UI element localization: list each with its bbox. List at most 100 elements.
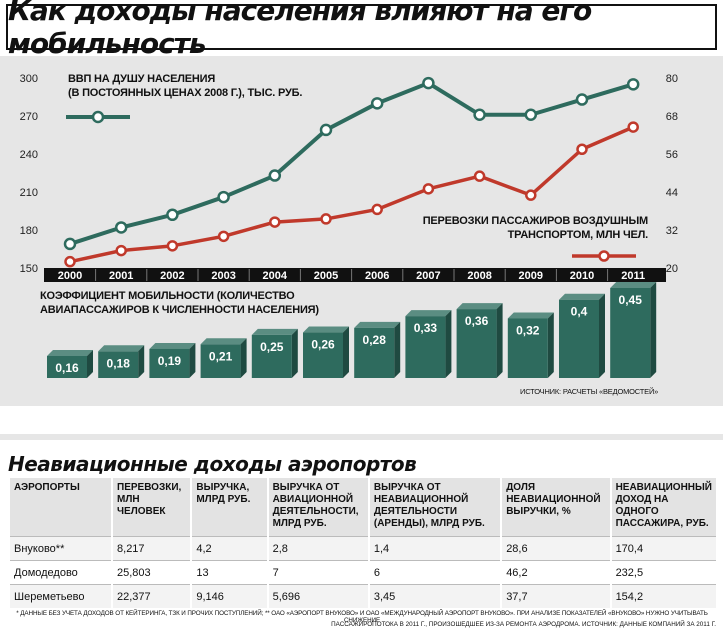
year-label: 2002 (160, 270, 184, 282)
year-label: 2011 (621, 270, 645, 282)
cell: 28,6 (500, 536, 611, 561)
mobility-bar-top (251, 328, 298, 335)
cell: 4,2 (190, 536, 268, 561)
mobility-bar-label: 0,33 (414, 321, 438, 335)
mobility-bar-label: 0,36 (465, 314, 489, 328)
gdp-point (319, 123, 333, 137)
passengers-point (269, 216, 281, 228)
cell: 232,5 (609, 560, 716, 585)
passengers-point (576, 143, 588, 155)
gdp-point (422, 76, 435, 90)
mobility-bar-side (496, 303, 503, 378)
mobility-bar-top (610, 282, 657, 288)
right-tick-label: 68 (666, 111, 678, 123)
cell: 25,803 (111, 560, 192, 585)
gdp-point (166, 208, 179, 222)
mobility-bar (251, 334, 292, 378)
table-title: Неавиационные доходы аэропортов (8, 452, 417, 476)
cell: Внуково** (7, 536, 113, 561)
passengers-point (525, 189, 537, 201)
year-label: 2007 (416, 270, 440, 282)
cell: 7 (266, 560, 369, 585)
chart-source: ИСТОЧНИК: РАСЧЕТЫ «ВЕДОМОСТЕЙ» (520, 387, 659, 396)
gdp-point (575, 93, 589, 106)
mobility-title-line2: АВИАПАССАЖИРОВ К ЧИСЛЕННОСТИ НАСЕЛЕНИЯ) (40, 304, 319, 316)
header-passengers: ПЕРЕВОЗКИ, МЛН ЧЕЛОВЕК (111, 478, 192, 537)
header-revenue: ВЫРУЧКА, МЛРД РУБ. (190, 478, 268, 537)
mobility-bar-side (599, 293, 605, 378)
passengers-legend: ПЕРЕВОЗКИ ПАССАЖИРОВ ВОЗДУШНЫМ ТРАНСПОРТ… (398, 214, 649, 242)
mobility-bar (200, 344, 241, 378)
cell: 154,2 (609, 584, 716, 608)
header-aviation-revenue: ВЫРУЧКА ОТ АВИАЦИОННОЙ ДЕЯТЕЛЬНОСТИ, МЛР… (266, 478, 369, 537)
mobility-bar-side (240, 338, 247, 378)
right-tick-label: 80 (666, 73, 678, 85)
gdp-point (268, 169, 282, 182)
mobility-bar (303, 332, 343, 378)
gdp-point (114, 221, 128, 234)
mobility-bar-label: 0,16 (55, 361, 79, 375)
passengers-point (217, 230, 230, 243)
left-tick-label: 300 (20, 73, 38, 85)
mobility-bar-label: 0,26 (311, 338, 335, 352)
passengers-point (422, 183, 435, 195)
gdp-point (63, 237, 77, 251)
right-tick-label: 44 (666, 187, 678, 199)
table-row: Шереметьево 22,377 9,146 5,696 3,45 37,7… (7, 584, 716, 608)
header-nonaviation-revenue: ВЫРУЧКА ОТ НЕАВИАЦИОННОЙ ДЕЯТЕЛЬНОСТИ (А… (367, 478, 502, 537)
title-box: Как доходы населения влияют на его мобил… (6, 0, 717, 60)
mobility-bar-side (650, 282, 657, 378)
gdp-series-line (69, 81, 634, 246)
cell: 22,377 (111, 584, 192, 608)
gdp-point (217, 190, 230, 204)
mobility-bar-side (138, 345, 145, 378)
mobility-bar-top (47, 350, 93, 356)
gdp-legend-line2: (В ПОСТОЯННЫХ ЦЕНАХ 2008 Г.), ТЫС. РУБ. (68, 87, 303, 99)
footnote-1: * ДАННЫЕ БЕЗ УЧЕТА ДОХОДОВ ОТ КЕЙТЕРИНГА… (16, 610, 708, 624)
cell: 37,7 (500, 584, 611, 608)
mobility-bar-label: 0,45 (619, 293, 643, 307)
passengers-series-line (69, 125, 634, 264)
chart-title: Как доходы населения влияют на его мобил… (8, 0, 592, 60)
year-label: 2010 (570, 270, 594, 282)
gdp-legend-line1: ВВП НА ДУШУ НАСЕЛЕНИЯ (68, 73, 216, 85)
gdp-point (370, 97, 384, 110)
airports-table: АЭРОПОРТЫ ПЕРЕВОЗКИ, МЛН ЧЕЛОВЕК ВЫРУЧКА… (7, 478, 716, 608)
mobility-bar (559, 299, 599, 378)
mobility-bar (354, 327, 395, 378)
mobility-bar (47, 356, 87, 378)
passengers-point (371, 203, 383, 216)
mobility-bar-side (394, 321, 401, 378)
table-row: Внуково** 8,217 4,2 2,8 1,4 28,6 170,4 (7, 536, 716, 561)
cell: 9,146 (190, 584, 268, 608)
mobility-bar-top (98, 345, 145, 352)
mobility-bar-label: 0,19 (158, 354, 182, 368)
right-tick-label: 32 (666, 225, 678, 237)
mobility-bar-top (354, 321, 401, 328)
table-header-row: АЭРОПОРТЫ ПЕРЕВОЗКИ, МЛН ЧЕЛОВЕК ВЫРУЧКА… (7, 478, 716, 537)
year-label: 2000 (58, 270, 82, 282)
year-label: 2008 (467, 270, 491, 282)
mobility-bar (610, 288, 651, 378)
mobility-bar-top (456, 303, 503, 310)
year-band (44, 268, 666, 282)
left-tick-label: 270 (20, 111, 38, 123)
mobility-bar-side (87, 350, 93, 378)
cell: 2,8 (266, 536, 369, 561)
left-tick-label: 150 (20, 263, 38, 275)
passengers-legend-swatch-marker (598, 250, 610, 262)
footnote-2: ПАССАЖИРОПОТОКА В 2011 Г., ПРОИЗОШЕДШЕЕ … (331, 621, 716, 628)
gdp-legend-swatch-marker (91, 110, 105, 124)
passengers-point (473, 170, 486, 182)
mobility-bar-top (149, 342, 196, 349)
cell: 3,45 (367, 584, 502, 608)
mobility-bar (405, 316, 446, 378)
cell: Шереметьево (7, 584, 113, 608)
left-tick-label: 180 (20, 225, 38, 237)
gdp-point (524, 108, 538, 121)
passengers-point (320, 213, 332, 225)
mobility-bar-top (507, 312, 554, 319)
mobility-bar-label: 0,4 (571, 305, 588, 319)
gdp-legend: ВВП НА ДУШУ НАСЕЛЕНИЯ (В ПОСТОЯННЫХ ЦЕНА… (68, 72, 302, 100)
cell: 8,217 (111, 536, 192, 561)
